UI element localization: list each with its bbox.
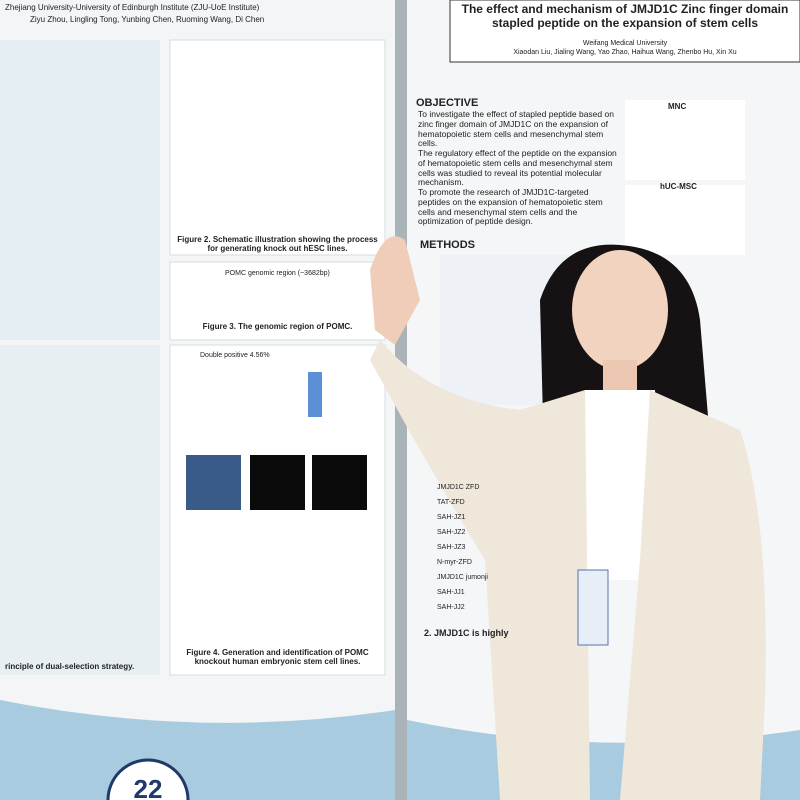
- micrograph: [312, 455, 367, 510]
- row: TAT-ZFD: [437, 499, 465, 506]
- title-box: [449, 0, 800, 63]
- row: N-myr-ZFD: [437, 559, 472, 566]
- wave-decoration: [0, 700, 395, 800]
- board-number: 22: [133, 774, 163, 800]
- authors: Ziyu Zhou, Lingling Tong, Yunbing Chen, …: [30, 15, 265, 24]
- chart-panel: [625, 100, 745, 180]
- number-badge: [106, 758, 190, 800]
- row: SAH-JJ1: [437, 589, 465, 596]
- row: JMJD1C ZFD: [437, 484, 480, 491]
- figure1-panel: [0, 345, 160, 675]
- heading: 2. JMJD1C is highly: [424, 628, 509, 638]
- affiliation: Zhejiang University-University of Edinbu…: [5, 3, 260, 12]
- jacket-right: [620, 390, 766, 800]
- raised-hand: [370, 236, 420, 345]
- figure3-panel: [169, 261, 386, 341]
- chart-panel: [625, 185, 745, 255]
- micrograph: [186, 455, 241, 510]
- poster-title: The effect and mechanism of JMJD1C Zinc …: [461, 2, 789, 30]
- face: [572, 250, 668, 370]
- bullet: To investigate the effect of stapled pep…: [418, 109, 614, 149]
- authors: Xiaodan Liu, Jialing Wang, Yao Zhao, Hai…: [513, 49, 737, 56]
- bar: [308, 372, 322, 417]
- heading: OBJECTIVE: [416, 97, 479, 109]
- row: SAH-JZ2: [437, 529, 466, 536]
- heading: METHODS: [420, 239, 475, 251]
- caption: Figure 3. The genomic region of POMC.: [202, 322, 353, 331]
- label: POMC genomic region (~3682bp): [225, 270, 330, 277]
- badge: [577, 569, 609, 646]
- figure2-panel: [169, 39, 386, 256]
- peptide-table: JMJD1C ZFD TAT-ZFD SAH-JZ1 SAH-JZ2 SAH-J…: [437, 480, 517, 615]
- row: SAH-JJ2: [437, 604, 465, 611]
- row: JMJD1C jumonji: [437, 574, 488, 581]
- row: SAH-JZ1: [437, 514, 466, 521]
- chart-label: hUC-MSC: [660, 182, 697, 191]
- bullet: To promote the research of JMJD1C-target…: [418, 187, 603, 227]
- intro-box: [0, 40, 160, 340]
- bullet: The regulatory effect of the peptide on …: [418, 148, 617, 188]
- affiliation: Weifang Medical University: [582, 40, 668, 47]
- shirt: [580, 390, 660, 580]
- row: SAH-JZ3: [437, 544, 466, 551]
- label: Double positive 4.56%: [200, 352, 270, 359]
- caption: Figure 4. Generation and identification …: [186, 648, 369, 667]
- caption: Figure 2. Schematic illustration showing…: [177, 235, 378, 254]
- jacket-left: [370, 340, 590, 800]
- chart-label: MNC: [668, 102, 687, 111]
- caption: rinciple of dual-selection strategy.: [5, 662, 135, 671]
- micrograph: [250, 455, 305, 510]
- objectives: To investigate the effect of stapled pep…: [418, 109, 618, 227]
